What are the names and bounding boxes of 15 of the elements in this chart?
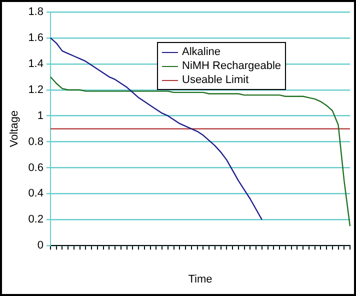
y-axis-title: Voltage: [8, 110, 21, 148]
y-tick-label: 0.4: [28, 188, 44, 200]
y-tick-label: 1.2: [28, 84, 44, 96]
legend-label: Useable Limit: [181, 73, 250, 87]
y-tick-label: 0.2: [28, 214, 44, 226]
y-tick-label: 0.6: [28, 162, 44, 174]
y-tick-label: 1.6: [28, 32, 44, 44]
y-tick-label: 0: [37, 240, 44, 252]
x-axis-title: Time: [188, 273, 212, 286]
legend-label: Alkaline: [181, 45, 222, 59]
legend-label: NiMH Rechargeable: [181, 59, 282, 73]
y-tick-label: 0.8: [28, 136, 44, 148]
y-tick-label: 1.8: [28, 6, 44, 18]
y-tick-label: 1: [37, 110, 44, 122]
y-tick-label: 1.4: [28, 58, 44, 70]
